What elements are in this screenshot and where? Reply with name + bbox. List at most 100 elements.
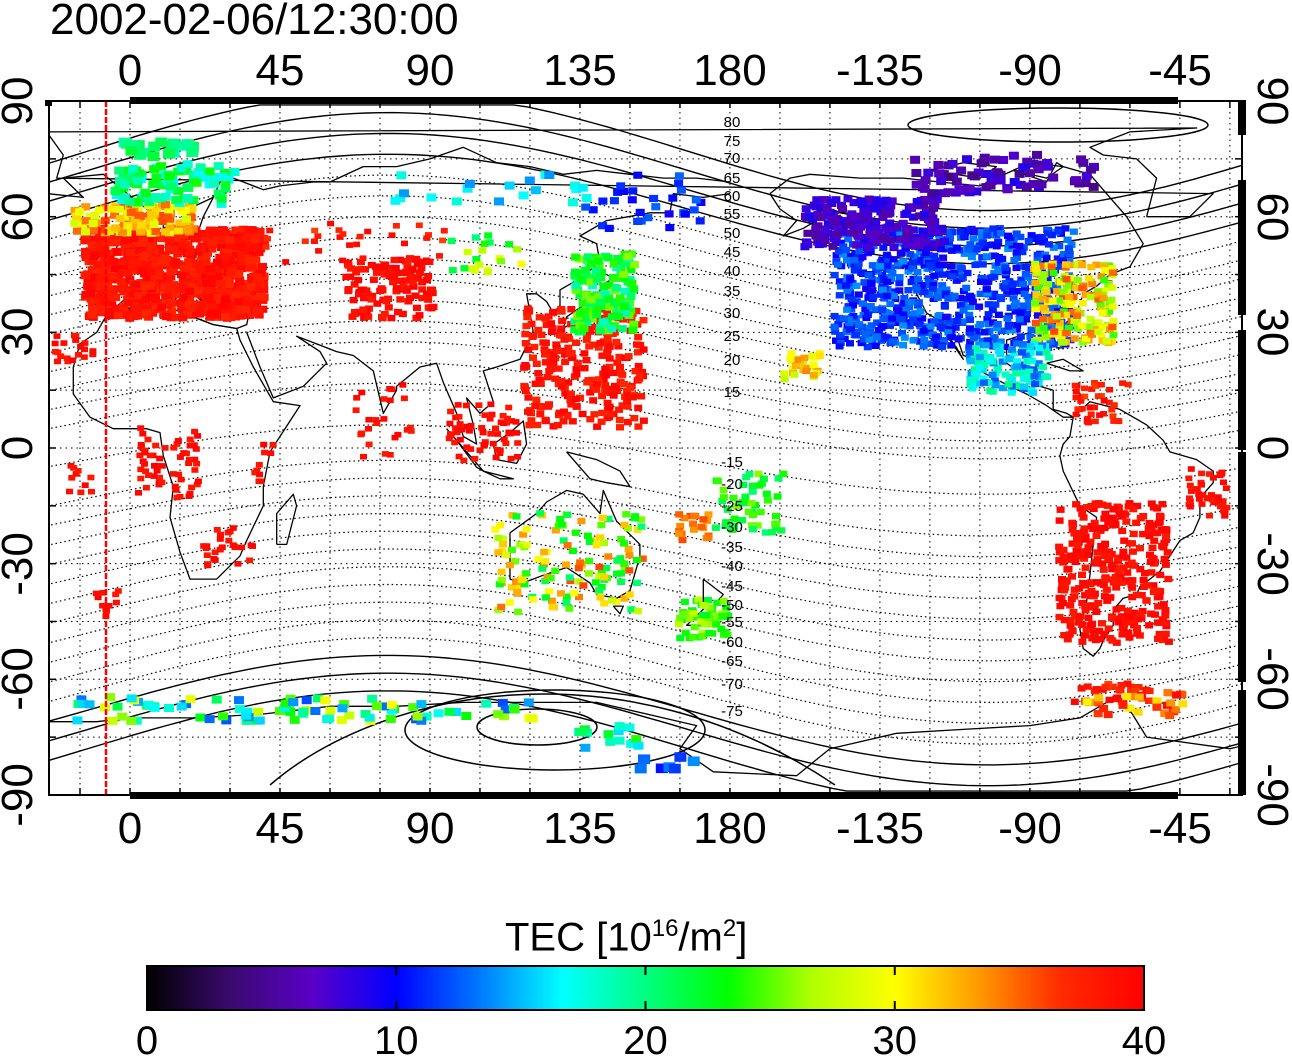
tec-patch bbox=[218, 712, 228, 721]
tec-patch bbox=[548, 603, 557, 610]
tec-patch bbox=[861, 331, 870, 338]
tec-patch bbox=[1052, 313, 1061, 320]
tec-patch bbox=[956, 294, 964, 302]
tec-patch bbox=[209, 179, 220, 188]
tec-patch bbox=[905, 322, 914, 330]
tec-patch bbox=[988, 241, 997, 248]
tec-patch bbox=[614, 736, 625, 745]
tec-patch bbox=[455, 427, 463, 433]
tec-patch bbox=[944, 172, 955, 181]
tec-patch bbox=[1070, 335, 1079, 342]
tec-patch bbox=[105, 603, 113, 609]
tec-patch bbox=[92, 590, 100, 597]
tec-patch bbox=[860, 336, 869, 343]
tec-patch bbox=[1112, 584, 1121, 591]
tec-patch bbox=[512, 513, 521, 520]
tec-patch bbox=[401, 277, 410, 284]
tec-patch bbox=[1096, 636, 1105, 643]
tec-patch bbox=[592, 311, 602, 319]
tec-patch bbox=[492, 454, 500, 461]
tec-patch bbox=[579, 582, 588, 589]
tec-patch bbox=[75, 351, 82, 358]
tec-patch bbox=[617, 536, 626, 543]
tec-patch bbox=[1088, 280, 1097, 288]
tec-patch bbox=[947, 333, 956, 341]
contour-line bbox=[49, 566, 1242, 662]
tec-patch bbox=[220, 313, 230, 321]
tec-patch bbox=[142, 308, 152, 317]
tec-patch bbox=[618, 371, 627, 378]
tec-patch bbox=[562, 600, 571, 607]
tec-patch bbox=[401, 240, 408, 247]
tec-patch bbox=[505, 429, 513, 436]
tec-patch bbox=[142, 274, 152, 282]
tec-patch bbox=[236, 243, 246, 251]
tec-patch bbox=[982, 279, 991, 286]
tec-patch bbox=[899, 311, 908, 318]
tec-patch bbox=[604, 224, 614, 232]
tec-patch bbox=[1030, 373, 1039, 380]
tec-patch bbox=[117, 712, 128, 721]
tec-patch bbox=[850, 257, 859, 264]
tec-patch bbox=[678, 536, 687, 544]
tec-patch bbox=[364, 313, 373, 320]
tec-patch bbox=[81, 228, 90, 236]
tec-patch bbox=[1059, 293, 1068, 300]
tec-patch bbox=[557, 521, 566, 528]
tec-patch bbox=[496, 450, 504, 456]
tec-patch bbox=[872, 306, 881, 313]
tec-patch bbox=[565, 605, 574, 612]
tec-patch bbox=[602, 564, 611, 572]
tec-patch bbox=[1118, 624, 1127, 631]
tec-patch bbox=[904, 287, 913, 294]
tec-patch bbox=[615, 406, 624, 413]
tec-patch bbox=[1120, 537, 1129, 544]
tec-patch bbox=[85, 289, 95, 297]
left-lat-label: 90 bbox=[0, 77, 42, 126]
tec-patch bbox=[190, 229, 199, 237]
tec-patch bbox=[786, 355, 795, 363]
tec-patch bbox=[563, 511, 572, 518]
tec-patch bbox=[980, 362, 989, 369]
tec-patch bbox=[246, 264, 256, 272]
tec-patch bbox=[589, 323, 598, 331]
tec-patch bbox=[390, 196, 401, 205]
contour-line bbox=[49, 619, 1242, 724]
bottom-longitude-labels: 0 45 90 135 180 -135 -90 -45 bbox=[118, 804, 1212, 853]
tec-patch bbox=[1148, 544, 1157, 551]
top-lon-label: 45 bbox=[256, 46, 305, 95]
tec-patch bbox=[144, 436, 152, 443]
tec-patch bbox=[88, 226, 98, 234]
tec-patch bbox=[1013, 363, 1022, 370]
right-lat-label: 60 bbox=[1248, 193, 1292, 242]
tec-patch bbox=[1055, 242, 1064, 250]
tec-patch bbox=[975, 341, 984, 349]
tec-patch bbox=[1068, 297, 1077, 305]
contour-label: 35 bbox=[724, 283, 741, 300]
tec-patch bbox=[960, 250, 969, 257]
tec-patch bbox=[388, 386, 396, 393]
tec-patch bbox=[142, 261, 152, 269]
tec-patch bbox=[1159, 601, 1168, 608]
tec-patch bbox=[753, 522, 762, 529]
tec-patch bbox=[462, 402, 470, 409]
tec-patch bbox=[1108, 683, 1117, 690]
contour-line bbox=[49, 459, 1242, 537]
tec-patch bbox=[1078, 261, 1087, 269]
tec-patch bbox=[555, 409, 564, 416]
right-lat-label: -30 bbox=[1248, 532, 1292, 596]
tec-patch bbox=[886, 236, 896, 244]
tec-patch bbox=[1056, 506, 1065, 513]
timestamp: 2002-02-06/12:30:00 bbox=[50, 0, 459, 44]
tec-patch bbox=[694, 596, 703, 604]
tec-patch bbox=[1119, 552, 1128, 559]
tec-patch bbox=[353, 241, 361, 248]
tec-patch bbox=[1076, 505, 1085, 512]
tec-patch bbox=[131, 223, 141, 231]
tec-patch bbox=[60, 340, 68, 346]
tec-patch bbox=[819, 196, 829, 204]
tec-patch bbox=[234, 237, 244, 245]
tec-patch bbox=[112, 702, 123, 711]
tec-patch bbox=[1079, 579, 1088, 587]
tec-patch bbox=[406, 294, 414, 302]
